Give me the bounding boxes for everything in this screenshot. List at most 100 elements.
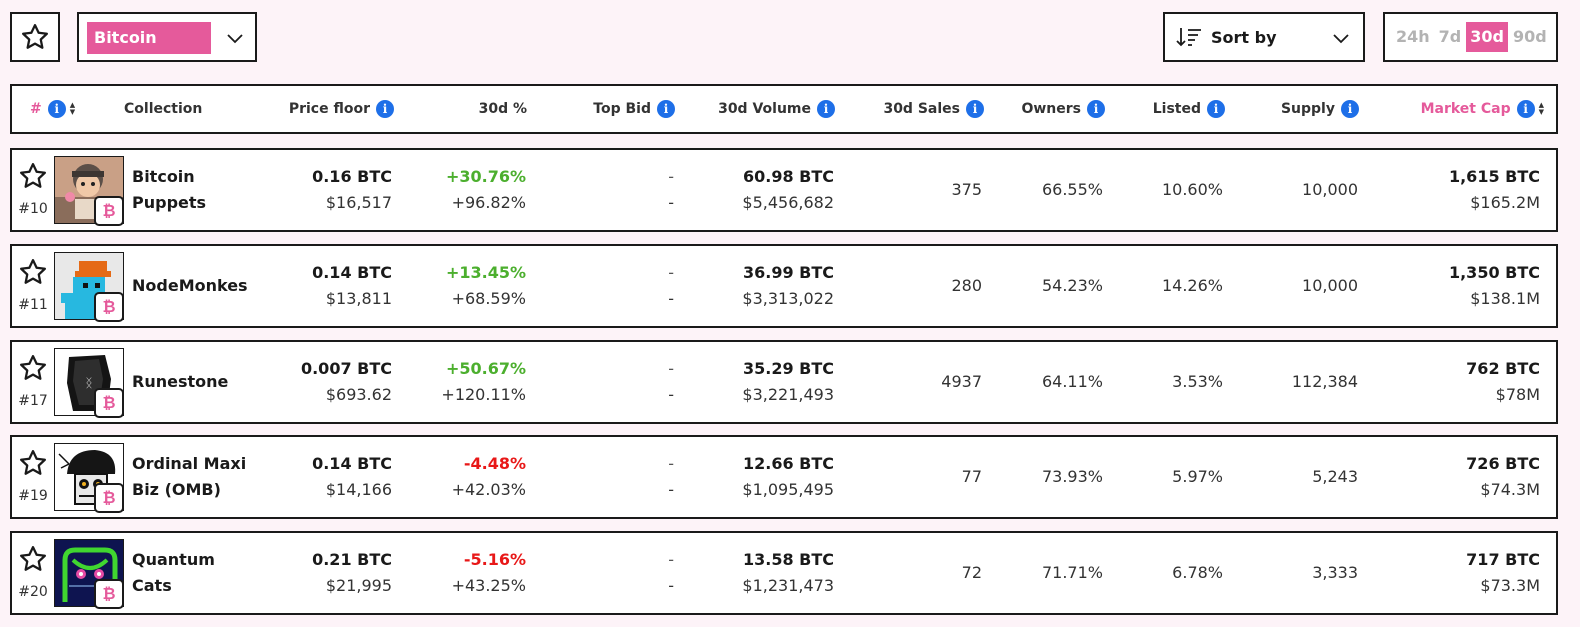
collection-name-line1: Bitcoin [132, 167, 195, 186]
period-90d[interactable]: 90d [1512, 27, 1547, 46]
header-top-bid-label: Top Bid [593, 101, 651, 117]
collection-name[interactable]: NodeMonkes [132, 246, 257, 326]
top-bid-cell: -- [612, 356, 674, 408]
volume-btc: 60.98 BTC [742, 167, 834, 186]
top-bid-secondary: - [668, 193, 674, 212]
info-icon[interactable]: i [1087, 100, 1105, 118]
floor-btc: 0.14 BTC [312, 454, 392, 473]
period-7d[interactable]: 7d [1438, 27, 1462, 46]
volume-btc: 35.29 BTC [742, 359, 834, 378]
favorite-button[interactable] [18, 448, 48, 482]
sales-cell: 375 [951, 180, 982, 199]
info-icon[interactable]: i [47, 100, 66, 118]
market-cap-btc: 717 BTC [1466, 550, 1540, 569]
table-row[interactable]: #10 ₿ Bitcoin Puppets 0.16 BTC $16,517 +30.76%… [10, 148, 1558, 232]
rank: #11 [18, 297, 48, 313]
owners-cell: 73.93% [1041, 467, 1103, 486]
market-cap-usd: $138.1M [1470, 289, 1540, 308]
period-30d[interactable]: 30d [1466, 22, 1508, 52]
collection-name[interactable]: Quantum Cats [132, 533, 257, 613]
svg-text:ᛝ: ᛝ [85, 376, 92, 390]
favorite-button[interactable] [18, 544, 48, 578]
info-icon[interactable]: i [1341, 100, 1359, 118]
header-sales[interactable]: 30d Sales i [862, 86, 984, 132]
collection-thumbnail[interactable]: ᛝ [54, 348, 124, 416]
header-price-floor-label: Price floor [288, 101, 370, 117]
header-collection[interactable]: Collection [124, 101, 203, 117]
table-row[interactable]: #20 ₿ Quantum Cats 0.21 BTC $21,995 -5.16% +43.… [10, 531, 1558, 615]
change-primary: -4.48% [463, 454, 526, 473]
volume-cell: 36.99 BTC $3,313,022 [692, 260, 834, 312]
change-primary: +50.67% [445, 359, 526, 378]
chain-selected-value: Bitcoin [87, 22, 211, 54]
bitcoin-icon: ₿ [94, 483, 124, 513]
owners-cell: 71.71% [1041, 563, 1103, 582]
header-change[interactable]: 30d % [478, 101, 527, 117]
price-floor-cell: 0.16 BTC $16,517 [262, 164, 392, 216]
change-cell: -5.16% +43.25% [412, 547, 526, 599]
floor-btc: 0.16 BTC [312, 167, 392, 186]
supply-cell: 112,384 [1291, 372, 1358, 391]
supply-cell: 5,243 [1312, 467, 1358, 486]
sales-cell: 77 [961, 467, 982, 486]
star-icon [20, 259, 46, 284]
header-rank[interactable]: # i ▲ ▼ [30, 86, 75, 132]
floor-usd: $14,166 [325, 480, 392, 499]
period-selector: 24h 7d 30d 90d [1383, 12, 1558, 62]
header-volume[interactable]: 30d Volume i [692, 86, 835, 132]
top-bid-cell: -- [612, 451, 674, 503]
market-cap-cell: 717 BTC $73.3M [1392, 547, 1540, 599]
market-cap-usd: $78M [1495, 385, 1540, 404]
info-icon[interactable]: i [376, 100, 394, 118]
toolbar: Bitcoin Sort by 24h 7d 30d 90d [0, 0, 1580, 70]
change-cell: -4.48% +42.03% [412, 451, 526, 503]
table-row[interactable]: #19 ₿ Ordinal Maxi Biz (OMB) 0.14 BTC $14,166… [10, 435, 1558, 519]
favorites-filter-button[interactable] [10, 12, 60, 62]
header-market-cap[interactable]: Market Cap i ▲ ▼ [1382, 86, 1544, 132]
header-listed[interactable]: Listed i [1122, 86, 1225, 132]
collection-name[interactable]: Ordinal Maxi Biz (OMB) [132, 437, 257, 517]
info-icon[interactable]: i [1516, 100, 1535, 118]
star-icon [20, 546, 46, 571]
header-rank-label: # [30, 101, 42, 117]
header-owners[interactable]: Owners i [1002, 86, 1105, 132]
floor-usd: $21,995 [325, 576, 392, 595]
favorite-button[interactable] [18, 161, 48, 195]
header-sales-label: 30d Sales [883, 101, 960, 117]
chain-select[interactable]: Bitcoin [77, 12, 257, 62]
sort-arrows-icon[interactable]: ▲ ▼ [69, 101, 76, 116]
collection-name[interactable]: Bitcoin Puppets [132, 150, 257, 230]
floor-usd: $16,517 [325, 193, 392, 212]
rank: #17 [18, 393, 48, 409]
table-row[interactable]: #11 ₿ NodeMonkes 0.14 BTC $13,811 +13.45% +68.… [10, 244, 1558, 328]
favorite-button[interactable] [18, 353, 48, 387]
owners-cell: 64.11% [1041, 372, 1103, 391]
bitcoin-icon: ₿ [94, 388, 124, 418]
table-row[interactable]: #17 ᛝ ₿ Runestone 0.007 BTC $693.62 +50.67% +12… [10, 340, 1558, 424]
volume-cell: 13.58 BTC $1,231,473 [692, 547, 834, 599]
change-secondary: +43.25% [451, 576, 526, 595]
header-top-bid[interactable]: Top Bid i [552, 86, 675, 132]
favorite-button[interactable] [18, 257, 48, 291]
sort-arrows-icon[interactable]: ▲ ▼ [1538, 101, 1544, 116]
market-cap-usd: $74.3M [1480, 480, 1540, 499]
market-cap-usd: $73.3M [1480, 576, 1540, 595]
info-icon[interactable]: i [817, 100, 835, 118]
header-supply[interactable]: Supply i [1242, 86, 1359, 132]
period-24h[interactable]: 24h [1396, 27, 1430, 46]
info-icon[interactable]: i [657, 100, 675, 118]
header-price-floor[interactable]: Price floor i [262, 86, 394, 132]
listed-cell: 14.26% [1161, 276, 1223, 295]
volume-btc: 13.58 BTC [742, 550, 834, 569]
info-icon[interactable]: i [1207, 100, 1225, 118]
bitcoin-icon: ₿ [94, 292, 124, 322]
collection-name[interactable]: Runestone [132, 342, 257, 422]
info-icon[interactable]: i [966, 100, 984, 118]
chevron-down-icon [227, 34, 243, 44]
collection-name-line2: Puppets [132, 193, 207, 212]
sort-descending-icon [1176, 28, 1201, 47]
sort-select[interactable]: Sort by [1163, 12, 1365, 62]
volume-usd: $1,231,473 [742, 576, 834, 595]
market-cap-btc: 1,615 BTC [1448, 167, 1540, 186]
top-bid-primary: - [668, 359, 674, 378]
